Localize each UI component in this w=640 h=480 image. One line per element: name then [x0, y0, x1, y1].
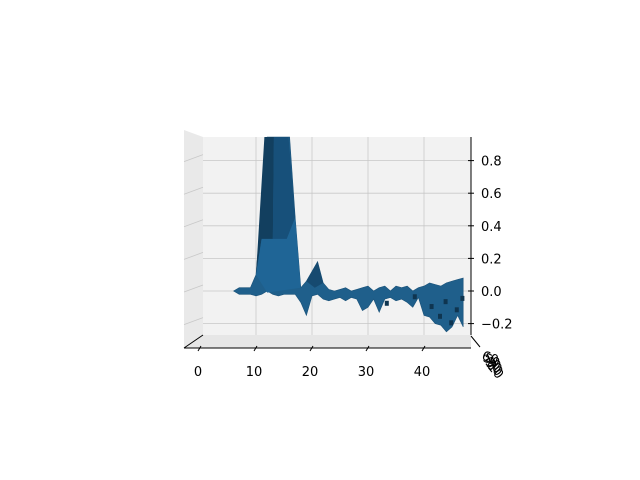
- x-tick: [365, 345, 370, 352]
- peak-mid-face: [272, 137, 296, 243]
- surface-shadow-patch: [384, 300, 389, 306]
- y-tick-label: 50: [480, 351, 501, 372]
- surface-shadow-patch: [443, 299, 448, 305]
- surface-shadow-patch: [412, 294, 417, 300]
- surface: [233, 136, 465, 333]
- peak-front-face: [256, 217, 301, 293]
- left-pane: [184, 130, 203, 348]
- z-tick-label: −0.2: [481, 318, 513, 333]
- x-tick-label: 40: [414, 365, 431, 380]
- surface-shadow-patch: [449, 320, 454, 326]
- x-tick-label: 30: [358, 365, 375, 380]
- x-tick: [253, 345, 258, 352]
- x-tick-label: 10: [246, 365, 263, 380]
- y-tick-label: 60: [480, 349, 501, 369]
- z-tick-label: 0.4: [481, 220, 502, 235]
- x-tick: [309, 345, 314, 352]
- side-grid-line: [183, 317, 204, 325]
- z-tick-label: 0.8: [481, 155, 502, 170]
- secondary-bump: [306, 261, 324, 288]
- x-tick-label: 20: [302, 365, 319, 380]
- z-tick-label: 0.0: [481, 285, 502, 300]
- surface-shadow-patch: [454, 307, 459, 313]
- surface-shadow-patch: [429, 304, 434, 310]
- side-grid-line: [183, 284, 204, 293]
- x-tick-label: 0: [194, 365, 202, 380]
- side-grid-line: [183, 219, 204, 228]
- x-tick: [197, 345, 202, 352]
- surface-shadow-patch: [460, 295, 465, 301]
- side-grid-line: [183, 252, 204, 260]
- z-tick-label: 0.6: [481, 187, 502, 202]
- floor-pane: [184, 335, 471, 348]
- side-grid-line: [183, 154, 204, 162]
- y-tick-label: 40: [481, 353, 503, 374]
- z-tick-label: 0.2: [481, 252, 502, 267]
- surface-shadow-patch: [438, 313, 442, 319]
- side-grid-line: [183, 186, 204, 195]
- x-tick: [421, 345, 426, 352]
- y-axis-edge: [470, 335, 481, 348]
- y-axis-line: [183, 334, 204, 349]
